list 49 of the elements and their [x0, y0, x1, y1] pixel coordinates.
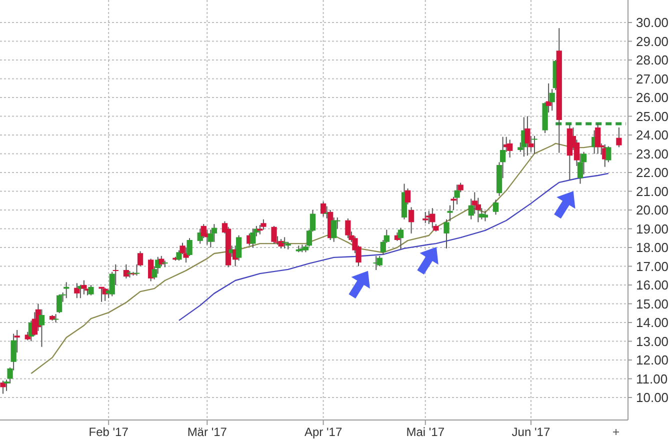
- x-tick-label: Feb '17: [88, 425, 129, 439]
- candlestick: [507, 139, 513, 158]
- y-tick-label: 17.00: [636, 258, 669, 274]
- candlestick: [282, 236, 288, 249]
- candlestick: [56, 294, 62, 314]
- y-tick-label: 21.00: [636, 184, 669, 199]
- candlestick: [532, 135, 538, 154]
- candlestick: [492, 199, 499, 216]
- y-tick-label: 28.00: [636, 52, 669, 68]
- y-tick-label: 30.00: [636, 15, 669, 30]
- y-tick-label: 11.00: [636, 371, 668, 386]
- candlestick: [345, 218, 351, 239]
- candlestick: [331, 217, 337, 242]
- candlestick: [408, 206, 414, 234]
- candlestick: [38, 308, 45, 348]
- candlestick: [260, 218, 266, 230]
- y-tick-label: 23.00: [636, 146, 669, 162]
- candlestick: [98, 286, 104, 302]
- y-tick-label: 16.00: [636, 278, 669, 293]
- y-tick-label: 18.00: [636, 240, 669, 256]
- candlestick: [606, 146, 612, 163]
- candlestick: [447, 204, 453, 222]
- candlestick: [250, 228, 256, 248]
- y-tick-label: 29.00: [636, 34, 669, 49]
- x-tick-label: Jun '17: [512, 425, 550, 439]
- x-tick-label: Mai '17: [406, 425, 445, 439]
- candlestick: [482, 210, 488, 222]
- candlestick: [444, 218, 450, 249]
- y-tick-label: 24.00: [636, 128, 669, 143]
- y-tick-label: 26.00: [636, 90, 669, 106]
- candlestick: [376, 255, 382, 267]
- y-tick-label: 15.00: [636, 296, 669, 312]
- candlestick: [616, 127, 622, 148]
- y-tick-label: 25.00: [636, 108, 669, 124]
- candlestick: [524, 116, 530, 156]
- y-tick-label: 27.00: [636, 71, 669, 86]
- y-tick-label: 19.00: [636, 221, 669, 236]
- candlestick: [64, 282, 70, 299]
- x-tick-label: Apr '17: [304, 425, 342, 439]
- y-tick-label: 14.00: [636, 315, 669, 330]
- y-tick-label: 20.00: [636, 202, 669, 218]
- y-tick-label: 13.00: [636, 334, 669, 349]
- x-tick-label: Mär '17: [187, 425, 228, 439]
- y-tick-label: 10.00: [636, 390, 669, 406]
- candlestick: [0, 380, 6, 394]
- y-tick-label: 12.00: [636, 352, 669, 368]
- candlestick: [112, 264, 118, 286]
- candlestick: [88, 284, 94, 296]
- y-tick-label: 22.00: [636, 165, 669, 180]
